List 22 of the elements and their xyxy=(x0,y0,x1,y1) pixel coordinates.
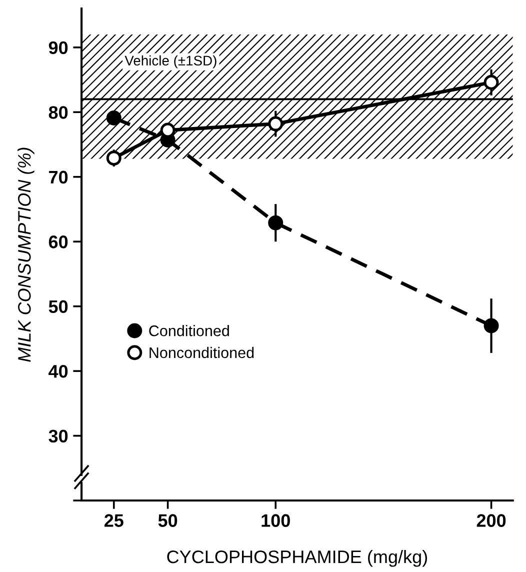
legend-label: Nonconditioned xyxy=(150,346,254,358)
x-axis-title: CYCLOPHOSPHAMIDE (mg/kg) xyxy=(167,550,427,567)
y-tick-label: 90 xyxy=(48,41,68,54)
point xyxy=(106,150,122,166)
x-tick-label: 100 xyxy=(262,514,290,527)
y-tick-label: 80 xyxy=(48,106,68,119)
point xyxy=(268,116,284,132)
x-tick-label: 50 xyxy=(158,514,178,527)
y-tick-label: 60 xyxy=(48,236,68,248)
y-tick-label: 40 xyxy=(48,364,68,378)
y-axis-title: MILK CONSUMPTION (%) xyxy=(18,148,34,362)
y-tick-label: 50 xyxy=(48,300,68,314)
point xyxy=(484,74,499,90)
point xyxy=(484,318,499,334)
x-tick-label: 25 xyxy=(104,514,124,527)
legend-label: Conditioned xyxy=(149,325,229,336)
point xyxy=(268,215,284,230)
y-tick-label: 70 xyxy=(49,170,68,184)
x-tick-label: 200 xyxy=(476,514,506,527)
band-label: Vehicle (±1SD) xyxy=(124,55,216,68)
y-tick-label: 30 xyxy=(48,430,68,443)
point xyxy=(106,110,122,126)
